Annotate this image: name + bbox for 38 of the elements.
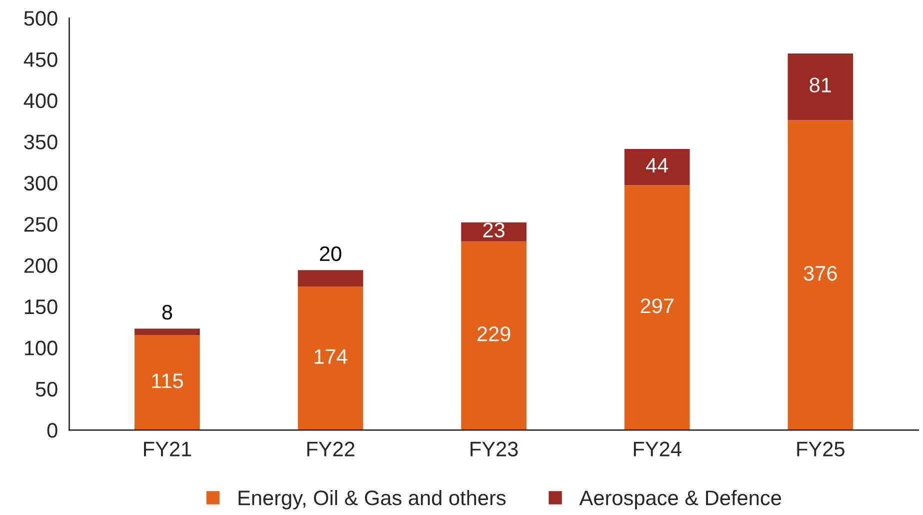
data-label: 23 <box>483 222 504 238</box>
data-label: 376 <box>804 266 837 281</box>
y-tick-label: 300 <box>24 176 58 191</box>
data-label: 81 <box>810 78 831 92</box>
legend-label: Aerospace & Defence <box>579 490 782 510</box>
x-tick-label: FY22 <box>307 442 354 456</box>
bar <box>134 328 200 336</box>
x-tick-label: FY25 <box>797 442 844 456</box>
data-label: 297 <box>640 298 674 314</box>
data-label: 20 <box>320 246 342 262</box>
y-tick-label: 50 <box>36 382 58 397</box>
data-label: 174 <box>314 349 348 364</box>
x-tick-label: FY23 <box>470 442 518 456</box>
bar <box>298 286 364 430</box>
x-tick-label: FY24 <box>634 442 682 456</box>
y-tick-label: 250 <box>24 217 58 232</box>
data-label: 8 <box>162 304 172 320</box>
x-tick-label: FY21 <box>144 442 192 456</box>
y-tick-label: 0 <box>47 423 58 438</box>
bar <box>788 53 854 120</box>
bar <box>134 335 200 430</box>
y-tick-label: 450 <box>24 52 58 67</box>
data-label: 44 <box>646 158 668 173</box>
y-tick-label: 150 <box>24 299 58 314</box>
data-label: 115 <box>152 374 183 388</box>
bar <box>624 149 690 186</box>
y-tick-label: 350 <box>24 134 58 150</box>
bar <box>461 222 526 242</box>
y-tick-label: 200 <box>24 258 58 273</box>
bar <box>624 185 690 430</box>
y-tick-label: 500 <box>24 11 58 26</box>
data-label: 229 <box>477 326 510 342</box>
bar <box>298 270 364 287</box>
y-tick-label: 100 <box>24 340 58 356</box>
bar <box>461 241 526 430</box>
legend-label: Energy, Oil & Gas and others <box>238 490 506 510</box>
bar <box>788 120 854 430</box>
y-tick-label: 400 <box>24 93 58 108</box>
